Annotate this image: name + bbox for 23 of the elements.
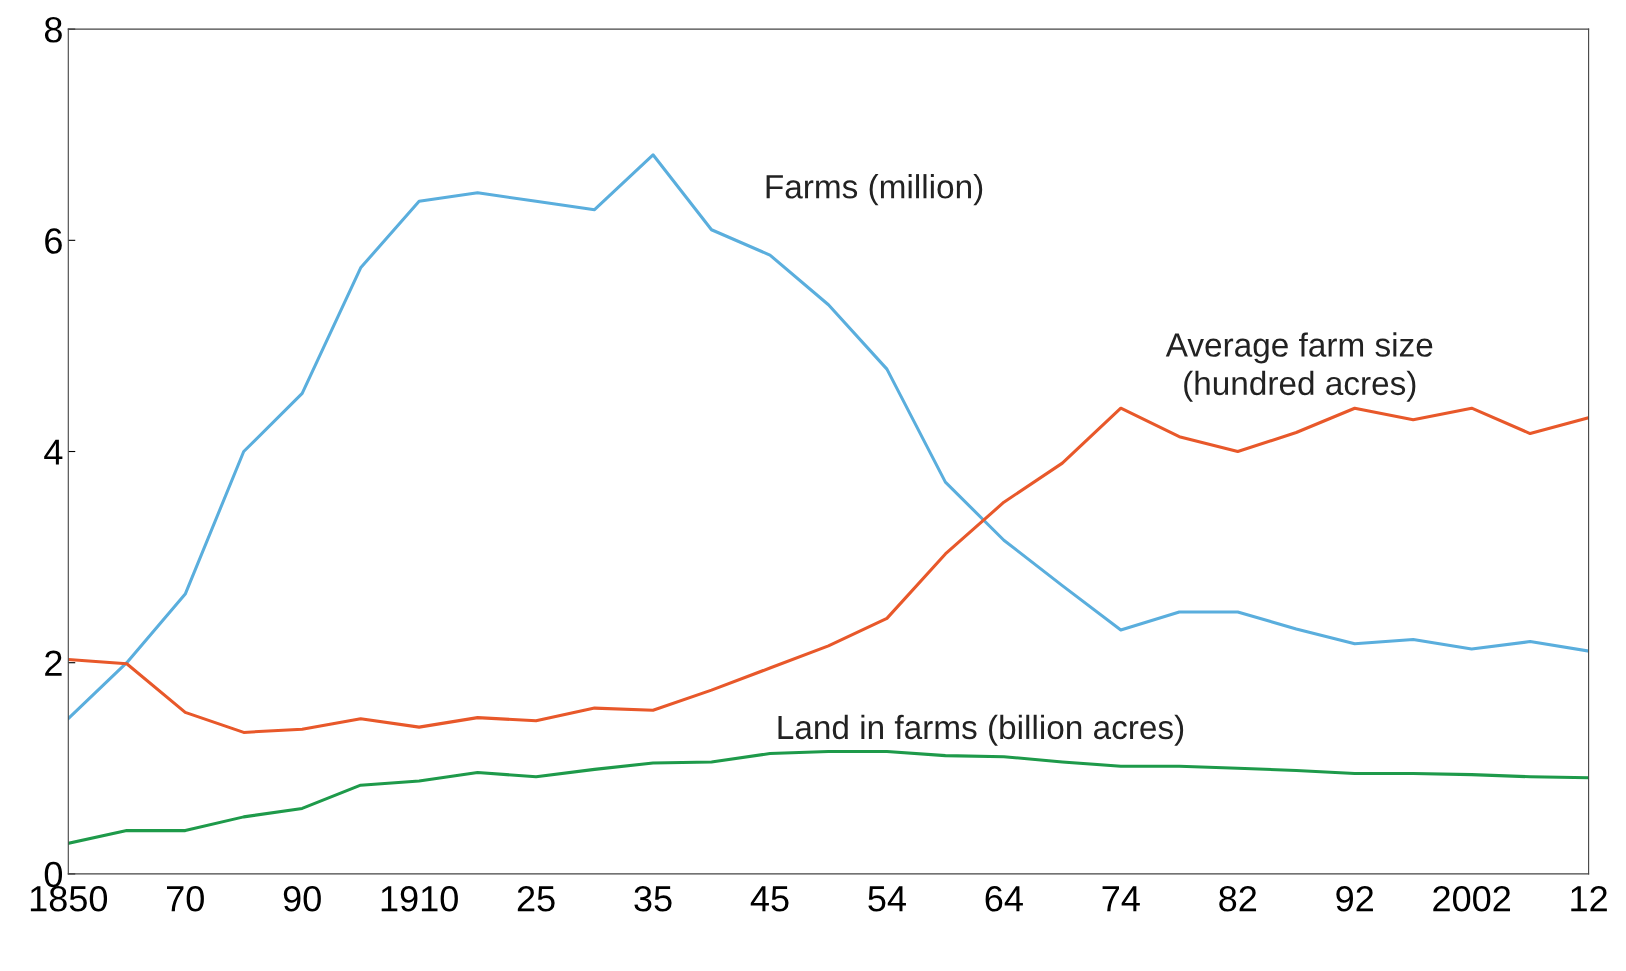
x-tick-label: 45 — [750, 886, 789, 912]
x-tick-label: 54 — [868, 886, 906, 912]
series-label: Land in farms (billion acres) — [778, 714, 1184, 746]
x-tick-label: 92 — [1336, 885, 1373, 912]
x-tick-label: 1910 — [381, 885, 458, 912]
x-tick-label: 90 — [283, 885, 321, 912]
series-label: Farms (million) — [766, 174, 983, 206]
y-tick-label: 4 — [44, 439, 63, 465]
y-tick-label: 0 — [44, 861, 63, 888]
x-tick-label: 2002 — [1433, 885, 1511, 912]
y-tick-label: 6 — [45, 228, 62, 254]
series-label: Average farm size (hundred acres) — [1165, 332, 1433, 402]
x-tick-label: 82 — [1219, 885, 1257, 912]
x-tick-label: 64 — [985, 885, 1023, 912]
y-tick-label: 8 — [44, 17, 62, 43]
y-tick-label: 2 — [45, 650, 62, 676]
line-series — [68, 749, 1589, 845]
x-tick-label: 70 — [167, 885, 204, 912]
x-tick-label: 25 — [517, 885, 555, 912]
x-tick-label: 1850 — [30, 885, 108, 912]
x-tick-label: 35 — [634, 885, 672, 912]
x-tick-label: 12 — [1571, 885, 1607, 912]
x-tick-label: 74 — [1102, 886, 1140, 912]
